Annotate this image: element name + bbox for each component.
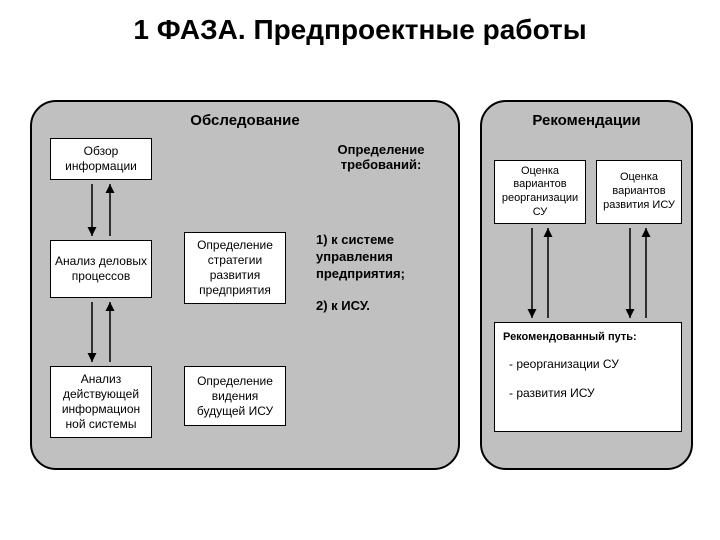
recommended-path-item-1: - реорганизации СУ bbox=[503, 355, 673, 374]
panel-recommendations-title: Рекомендации bbox=[482, 112, 691, 129]
recommended-path-title: Рекомендованный путь: bbox=[503, 329, 673, 347]
panel-survey: Обследование Обзор информации Анализ дел… bbox=[30, 100, 460, 470]
panel-recommendations: Рекомендации Оценка вариантов реорганиза… bbox=[480, 100, 693, 470]
box-analyze-system: Анализ действующей информацион ной систе… bbox=[50, 366, 152, 438]
box-eval-reorg: Оценка вариантов реорганизации СУ bbox=[494, 160, 586, 224]
box-analyze-processes: Анализ деловых процессов bbox=[50, 240, 152, 298]
panel-survey-title: Обследование bbox=[32, 112, 458, 129]
box-recommended-path: Рекомендованный путь: - реорганизации СУ… bbox=[494, 322, 682, 432]
box-strategy: Определение стратегии развития предприят… bbox=[184, 232, 286, 304]
requirements-heading: Определение требований: bbox=[316, 142, 446, 172]
recommended-path-item-2: - развития ИСУ bbox=[503, 384, 673, 403]
box-overview-info: Обзор информации bbox=[50, 138, 152, 180]
box-vision: Определение видения будущей ИСУ bbox=[184, 366, 286, 426]
box-eval-dev: Оценка вариантов развития ИСУ bbox=[596, 160, 682, 224]
requirements-item-1: 1) к системе управления предприятия; bbox=[316, 232, 446, 283]
requirements-item-2: 2) к ИСУ. bbox=[316, 298, 446, 313]
page-title: 1 ФАЗА. Предпроектные работы bbox=[0, 14, 720, 46]
